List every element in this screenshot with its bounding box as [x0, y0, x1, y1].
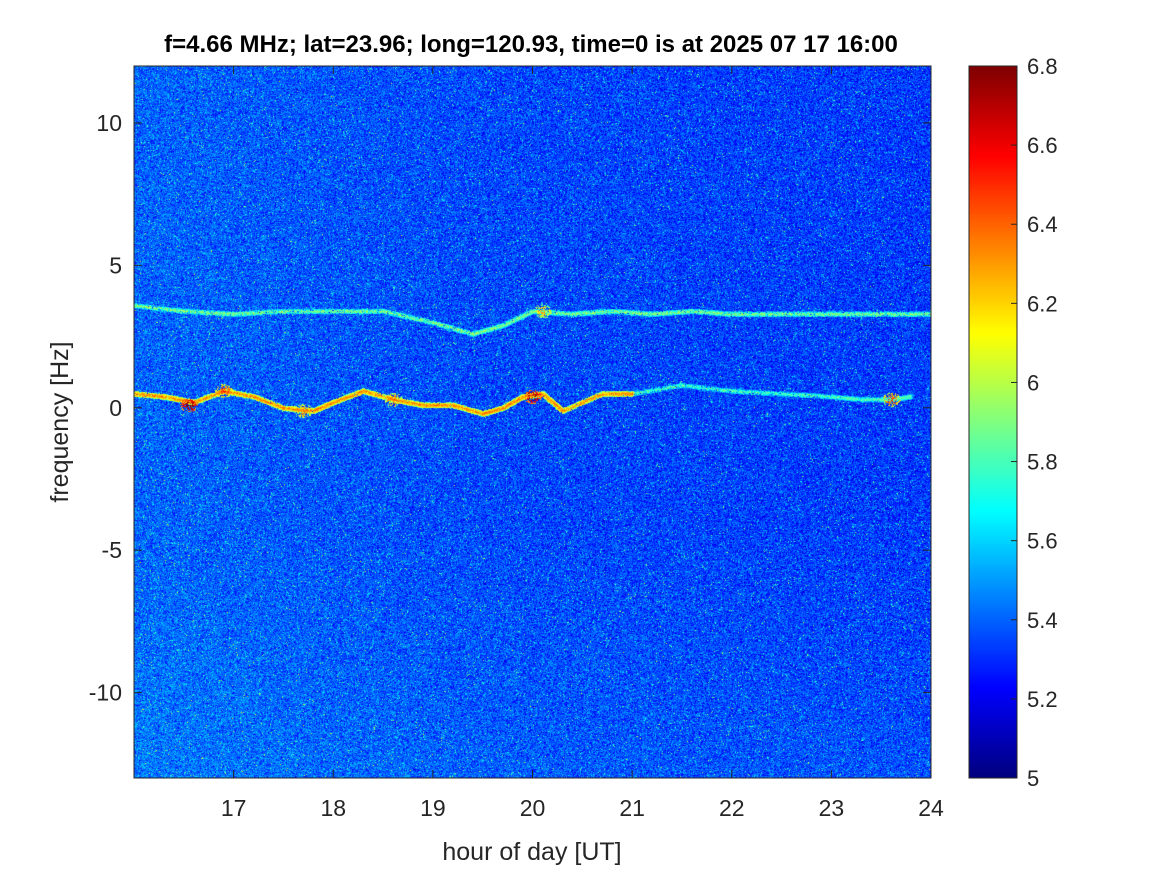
x-tick-label: 21 — [619, 795, 645, 821]
x-tick-label: 24 — [918, 795, 944, 821]
colorbar-tick-label: 6 — [1027, 370, 1039, 395]
colorbar-tick-label: 5.4 — [1027, 608, 1058, 633]
y-axis: 10 5 0 -5 -10 — [89, 110, 931, 706]
colorbar-tick-label: 5.8 — [1027, 450, 1058, 475]
colorbar: 6.8 6.6 6.4 6.2 6 5.8 5.6 5.4 5.2 5 — [968, 54, 1058, 791]
y-tick-label: -5 — [102, 537, 122, 563]
x-tick-label: 22 — [719, 795, 745, 821]
colorbar-tick-label: 5.6 — [1027, 529, 1058, 554]
y-tick-label: -10 — [89, 680, 122, 706]
colorbar-tick-label: 6.2 — [1027, 291, 1058, 316]
x-tick-label: 20 — [520, 795, 546, 821]
y-axis-label: frequency [Hz] — [46, 341, 74, 502]
x-tick-label: 18 — [320, 795, 346, 821]
colorbar-tick-label: 6.4 — [1027, 212, 1058, 237]
x-axis: 17 18 19 20 21 22 23 24 — [221, 66, 944, 821]
colorbar-gradient — [969, 66, 1017, 778]
x-axis-label: hour of day [UT] — [442, 838, 621, 866]
colorbar-frame — [968, 65, 1018, 779]
colorbar-tick-label: 5 — [1027, 766, 1039, 791]
plot-area — [133, 65, 932, 779]
spectrogram-heatmap — [134, 66, 931, 778]
chart-title: f=4.66 MHz; lat=23.96; long=120.93, time… — [164, 31, 898, 58]
colorbar-tick-label: 5.2 — [1027, 687, 1058, 712]
colorbar-tick-label: 6.6 — [1027, 133, 1058, 158]
y-tick-label: 10 — [96, 110, 122, 136]
x-tick-label: 17 — [221, 795, 247, 821]
x-tick-label: 23 — [819, 795, 845, 821]
x-tick-label: 19 — [420, 795, 446, 821]
y-tick-label: 5 — [109, 252, 122, 278]
colorbar-tick-label: 6.8 — [1027, 54, 1058, 79]
colorbar-ticks: 6.8 6.6 6.4 6.2 6 5.8 5.6 5.4 5.2 5 — [1011, 54, 1058, 791]
y-tick-label: 0 — [109, 395, 122, 421]
